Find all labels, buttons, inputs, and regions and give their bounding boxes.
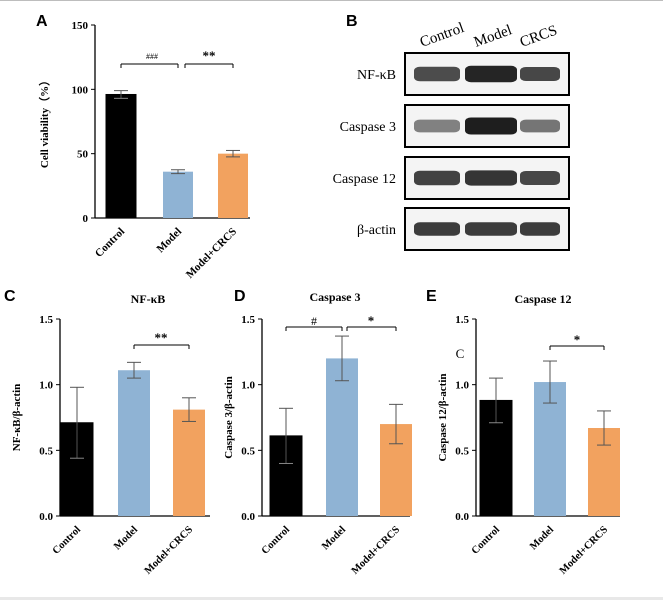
blot-band: [414, 222, 460, 236]
bar-model-crcs: [173, 409, 205, 516]
blot-band: [465, 170, 517, 186]
category-label: Control: [93, 226, 127, 260]
panel-d-sig-right: *: [368, 313, 375, 328]
category-label: Model+CRCS: [350, 524, 403, 577]
blot-lane-label: Model: [472, 22, 514, 50]
blot-band: [414, 170, 460, 186]
blot-row-label: NF-κB: [357, 68, 396, 83]
blot-band: [465, 65, 517, 83]
y-tick-label: 100: [72, 84, 89, 96]
y-axis-label: Caspase 12/β-actin: [437, 374, 449, 462]
top-rule: [0, 0, 663, 1]
bottom-rule: [0, 597, 663, 600]
y-tick-label: 1.5: [241, 314, 255, 326]
blot-lane-label: Control: [418, 20, 467, 51]
y-tick-label: 150: [72, 20, 89, 32]
panel-e-letter: E: [426, 288, 437, 305]
panel-d-chart: 0.0 0.5 1.0 1.5 Caspase 3/β-actin Control Mode…: [223, 314, 412, 577]
y-tick-label: 1.5: [455, 314, 469, 326]
bar-model: [326, 358, 358, 516]
panel-d-significance: # *: [285, 313, 397, 331]
y-axis-label: Cell viability（%）: [38, 75, 51, 168]
panel-d-sig-left: #: [311, 314, 317, 328]
y-tick-label: 0.0: [241, 511, 255, 523]
category-label: Control: [470, 524, 502, 556]
panel-d-title: Caspase 3: [309, 290, 360, 304]
panel-d-letter: D: [234, 288, 246, 305]
panel-c-title: NF-κB: [131, 292, 166, 306]
y-axis-label: Caspase 3/β-actin: [223, 376, 235, 459]
category-label: Model+CRCS: [558, 524, 611, 577]
panel-a-sig-right: **: [203, 48, 216, 63]
panel-e-significance: *: [549, 332, 605, 350]
blot-row-label: β-actin: [357, 223, 396, 238]
blot-band: [520, 67, 560, 81]
blot-row-label: Caspase 12: [333, 172, 396, 187]
y-tick-label: 0.5: [39, 445, 53, 457]
y-axis-label: NF-κB/β-actin: [11, 384, 23, 452]
panel-a-significance: ### **: [120, 48, 234, 68]
y-tick-label: 0: [83, 213, 89, 225]
blot-band: [414, 119, 460, 133]
panel-e-chart: 0.0 0.5 1.0 1.5 Caspase 12/β-actin Control Mod…: [437, 314, 620, 577]
panel-a-sig-left: ###: [146, 52, 158, 61]
bar-model: [163, 171, 193, 218]
panel-b-letter: B: [346, 13, 358, 30]
y-tick-label: 50: [77, 149, 89, 161]
blot-band: [520, 119, 560, 133]
y-tick-label: 0.5: [455, 445, 469, 457]
panel-e-title: Caspase 12: [514, 292, 571, 306]
bar-control: [105, 93, 137, 219]
blot-row-label: Caspase 3: [340, 120, 396, 135]
bar-model-crcs: [218, 153, 248, 218]
blot-band: [414, 66, 460, 82]
category-label: Model+CRCS: [184, 226, 239, 281]
panel-c-chart: 0.0 0.5 1.0 1.5 NF-κB/β-actin Control Model Mod…: [11, 314, 210, 577]
y-tick-label: 1.0: [39, 380, 53, 392]
category-label: Model+CRCS: [143, 524, 196, 577]
y-tick-label: 1.0: [455, 380, 469, 392]
panel-a-chart: 0 50 100 150 Cell viability（%） Control Model Mo…: [38, 20, 250, 281]
y-tick-label: 0.0: [455, 511, 469, 523]
blot-band: [520, 171, 560, 185]
panel-c-letter: C: [4, 288, 16, 305]
blot-band: [465, 222, 517, 236]
category-label: Control: [51, 524, 83, 556]
bar-model: [118, 370, 150, 516]
blot-lane-label: CRCS: [518, 23, 560, 51]
y-tick-label: 1.0: [241, 380, 255, 392]
blot-band: [520, 222, 560, 236]
bar-model: [534, 382, 566, 516]
blot-band: [465, 117, 517, 135]
panel-c-sig: **: [155, 330, 168, 345]
category-label: Model: [528, 524, 556, 552]
western-blot: Control Model CRCS NF-κB Caspase 3 Caspase 12…: [333, 20, 570, 251]
panel-a-letter: A: [36, 13, 48, 30]
y-tick-label: 1.5: [39, 314, 53, 326]
y-tick-label: 0.5: [241, 445, 255, 457]
category-label: Control: [260, 524, 292, 556]
category-label: Model: [112, 524, 140, 552]
category-label: Model: [320, 524, 348, 552]
y-tick-label: 0.0: [39, 511, 53, 523]
category-label: Model: [154, 226, 184, 256]
panel-e-stray-label: C: [456, 346, 465, 361]
panel-c-significance: **: [133, 330, 190, 349]
panel-e-sig: *: [574, 332, 581, 347]
